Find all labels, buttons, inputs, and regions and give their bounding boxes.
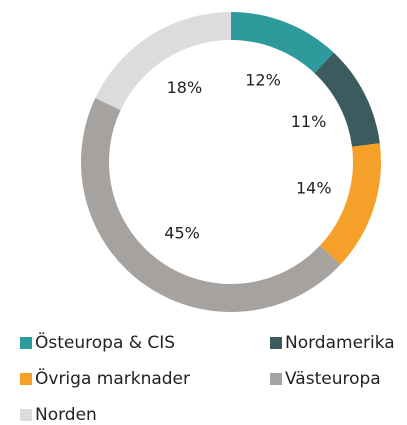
legend-swatch	[20, 337, 32, 349]
legend-swatch	[20, 409, 32, 421]
data-label: 12%	[245, 71, 281, 90]
legend-label: Norden	[35, 405, 97, 425]
donut-segment	[314, 52, 380, 147]
legend-label: Nordamerika	[285, 333, 395, 353]
legend-label: Västeuropa	[285, 369, 381, 389]
data-label: 14%	[296, 178, 332, 197]
legend-swatch	[20, 373, 32, 385]
legend-swatch	[270, 373, 282, 385]
donut-segment	[319, 143, 381, 265]
donut-segment	[81, 98, 341, 312]
donut-segment	[95, 12, 231, 111]
legend-label: Östeuropa & CIS	[35, 331, 175, 353]
donut-segment	[231, 12, 334, 74]
data-label: 18%	[167, 78, 203, 97]
legend-label: Övriga marknader	[35, 367, 190, 389]
data-label: 11%	[291, 112, 327, 131]
legend-swatch	[270, 337, 282, 349]
data-label: 45%	[164, 223, 200, 242]
